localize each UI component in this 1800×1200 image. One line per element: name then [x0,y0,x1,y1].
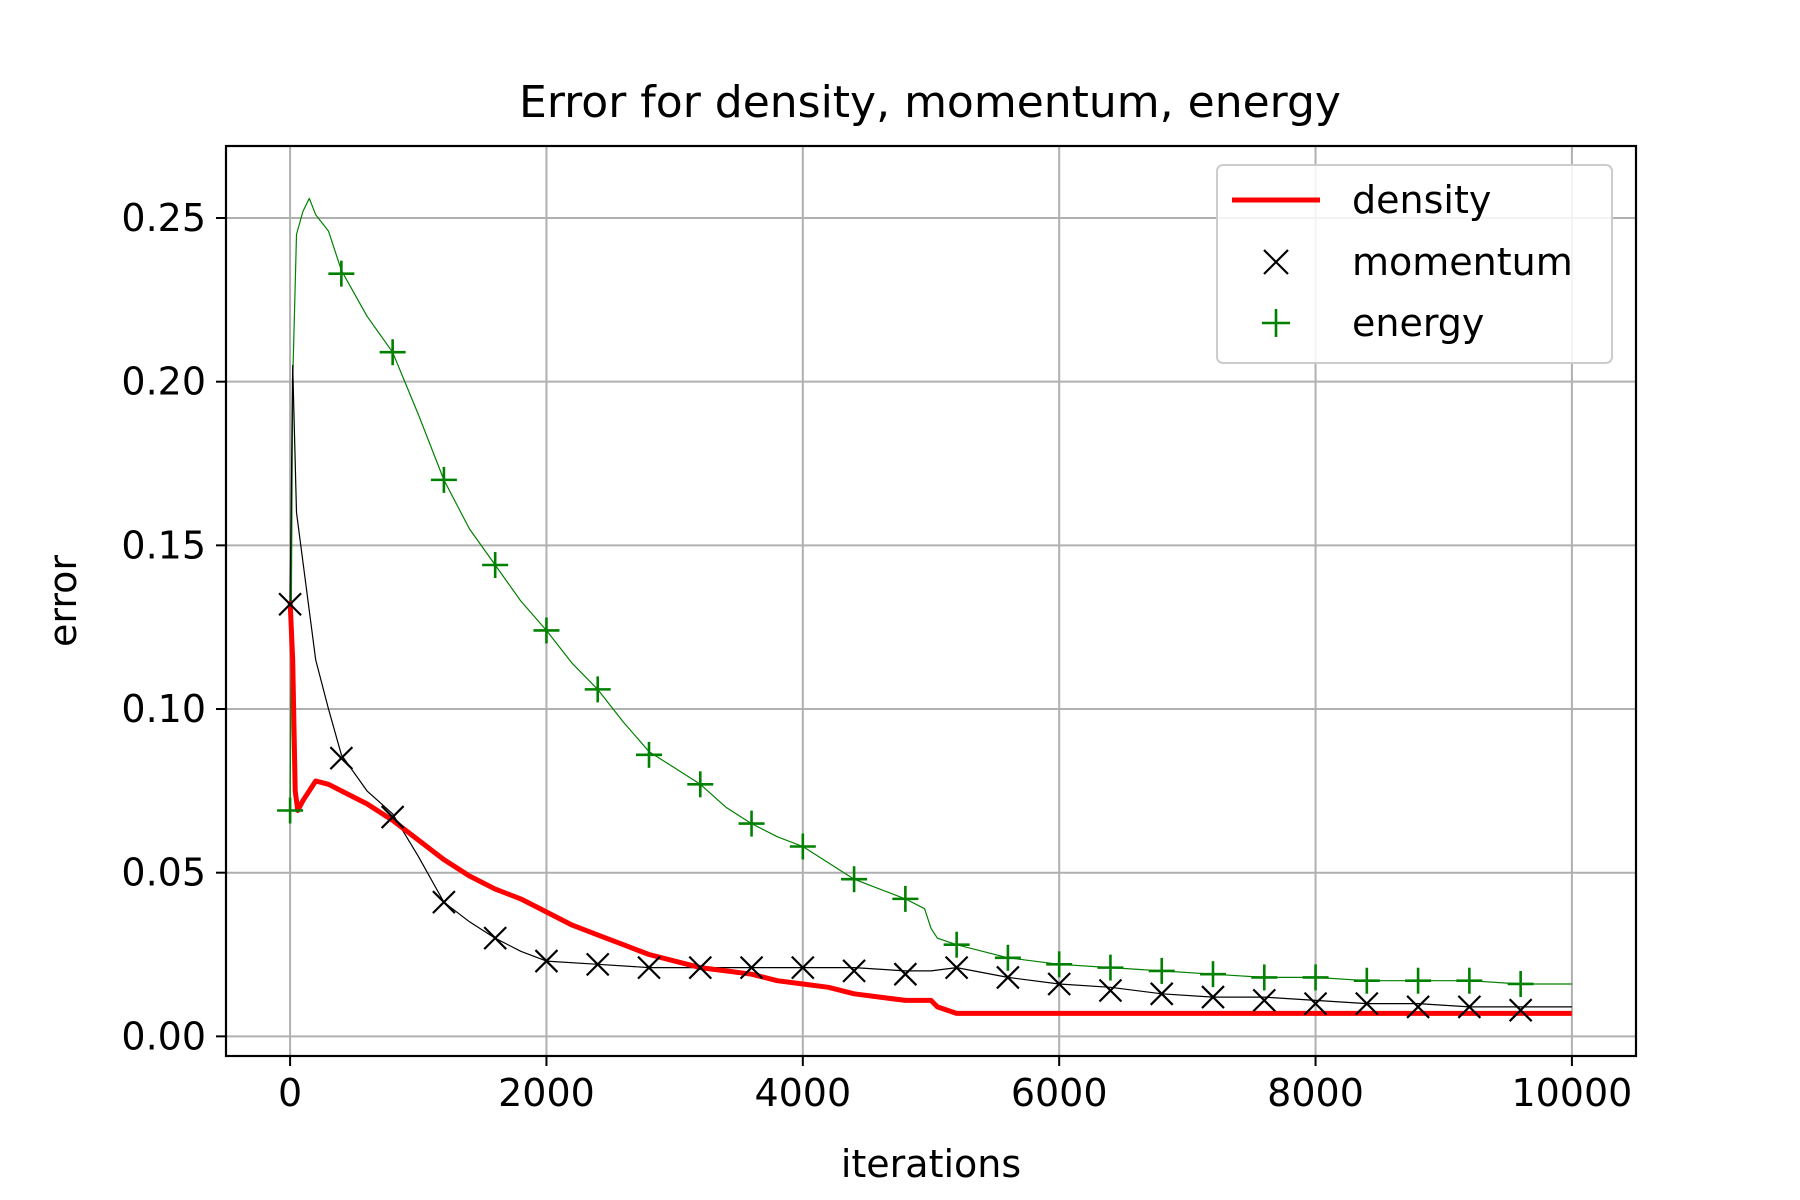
y-tick-label: 0.05 [121,851,206,895]
marker-energy [1097,954,1124,981]
marker-momentum [380,805,405,829]
marker-momentum [637,955,661,980]
series-line-momentum [289,364,1572,1008]
marker-momentum [432,890,456,914]
y-tick-label: 0.20 [121,360,206,404]
marker-energy [1251,964,1278,991]
x-tick-label: 6000 [1011,1071,1108,1115]
marker-energy [1353,967,1380,994]
legend: density momentum energy [1216,164,1613,364]
x-tick-label: 10000 [1511,1071,1632,1115]
marker-energy [533,617,560,644]
marker-momentum [944,955,969,980]
series-line-density [287,600,1572,1016]
chart-title: Error for density, momentum, energy [519,77,1341,128]
marker-energy [994,944,1021,971]
legend-momentum-swatch [1263,249,1289,275]
marker-energy [430,466,457,493]
marker-energy [789,833,816,860]
marker-energy [482,551,509,578]
marker-energy [1405,967,1432,994]
marker-energy [841,866,868,893]
legend-box [1216,164,1613,364]
y-tick-label: 0.25 [121,196,206,240]
marker-energy [943,931,970,958]
series-line-energy [289,197,1572,985]
marker-momentum [996,965,1020,990]
y-tick-label: 0.00 [121,1014,206,1058]
marker-momentum [1201,985,1225,1009]
marker-momentum [483,926,507,950]
marker-momentum [1303,991,1328,1016]
marker-momentum [1252,988,1277,1013]
y-axis-ticks: 0.00 0.05 0.10 0.15 0.20 0.25 [121,196,226,1058]
marker-energy [328,260,355,287]
marker-energy [687,771,714,798]
marker-momentum [739,955,764,980]
y-axis-label: error [41,555,85,647]
marker-momentum [893,962,918,986]
legend-energy-label: energy [1352,301,1484,345]
legend-momentum-label: momentum [1352,240,1573,284]
marker-momentum [1406,995,1430,1019]
marker-momentum [688,955,713,980]
plot-frame [224,144,1638,1058]
marker-momentum [1098,978,1123,1003]
y-tick-label: 0.10 [121,687,206,731]
x-tick-label: 8000 [1267,1071,1364,1115]
marker-energy [379,339,406,366]
plot-series [277,197,1572,1022]
marker-momentum [842,959,866,983]
marker-momentum [534,949,559,973]
marker-momentum [1149,982,1174,1006]
marker-energy [1456,967,1483,994]
legend-density-label: density [1352,178,1491,222]
marker-energy [892,885,919,912]
marker-energy [738,810,765,837]
marker-momentum [329,746,354,770]
marker-momentum [1508,998,1533,1022]
marker-momentum [1355,991,1379,1016]
marker-energy [636,741,662,768]
marker-energy [584,676,611,703]
legend-energy-swatch [1262,309,1290,337]
marker-momentum [585,952,610,977]
marker-momentum [1047,972,1071,996]
marker-energy [277,797,304,824]
marker-momentum [791,955,815,980]
x-axis-ticks: 0 2000 4000 6000 8000 10000 [278,1056,1632,1115]
marker-momentum [278,592,302,617]
marker-energy [1302,964,1329,991]
marker-energy [1507,970,1534,997]
x-tick-label: 0 [278,1071,302,1115]
marker-energy [1148,957,1175,984]
marker-energy [1046,951,1073,978]
marker-momentum [1457,995,1482,1019]
x-axis-label: iterations [841,1142,1021,1186]
marker-energy [1200,961,1226,988]
y-tick-label: 0.15 [121,523,206,567]
x-tick-label: 4000 [754,1071,851,1115]
x-tick-label: 2000 [498,1071,595,1115]
